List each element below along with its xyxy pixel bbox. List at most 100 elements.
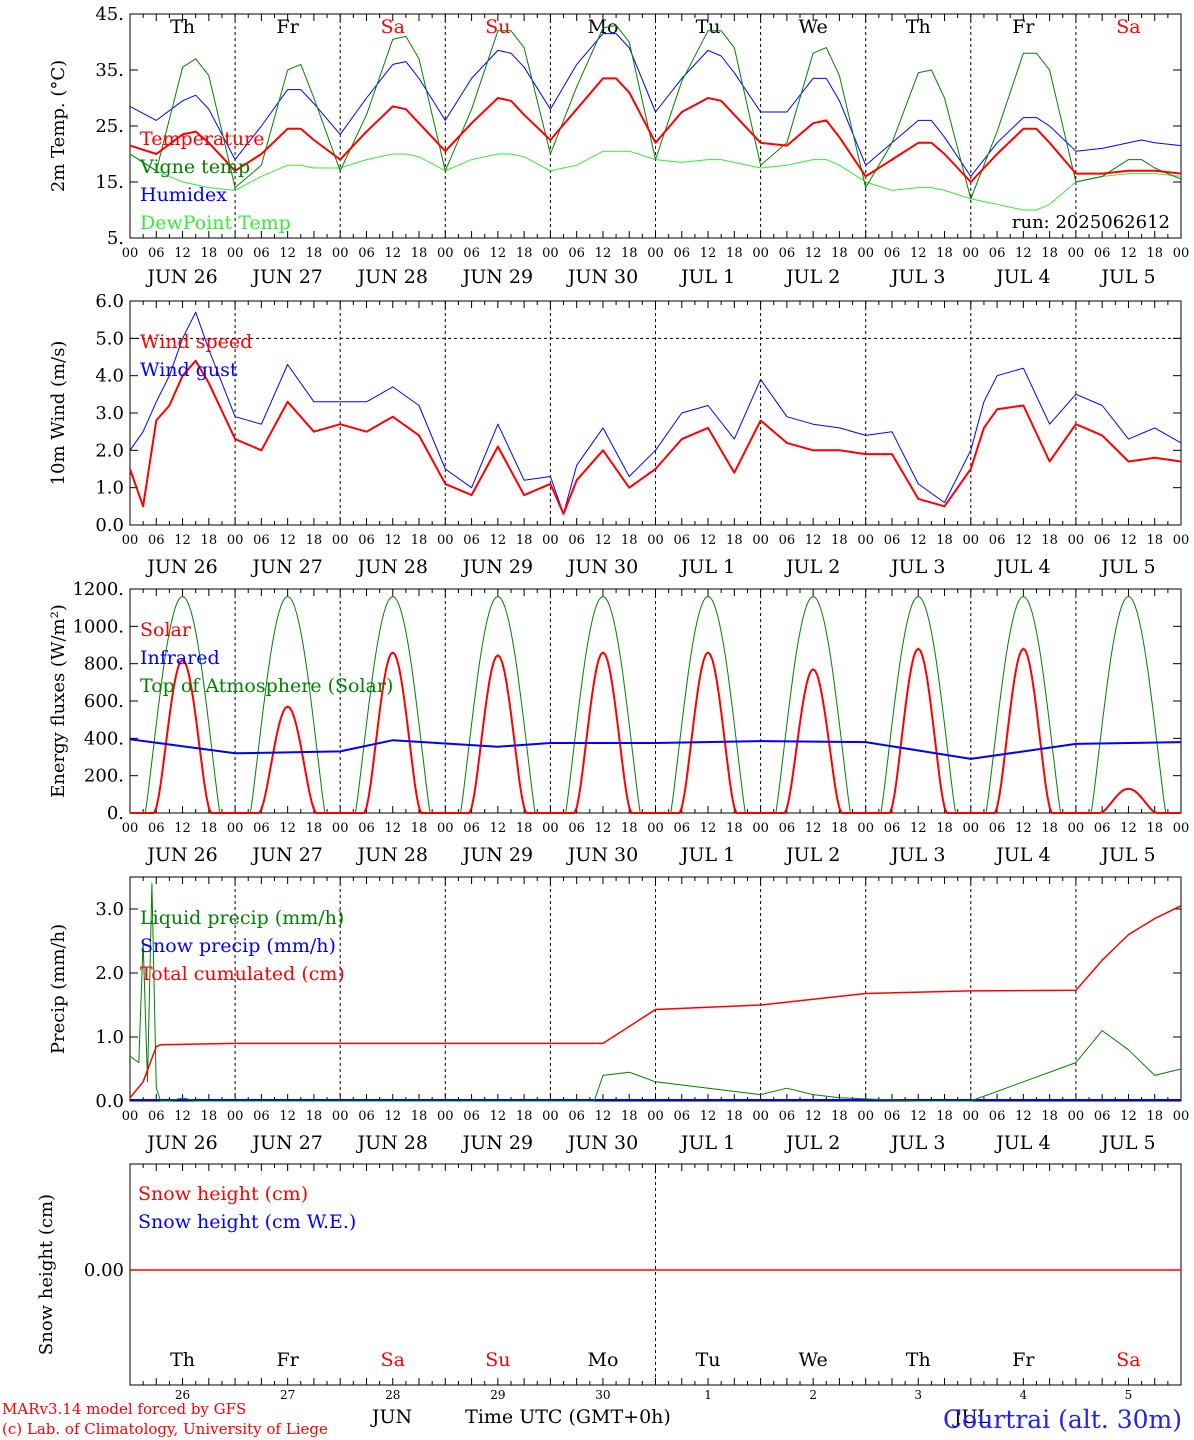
date-label: JUL 3 bbox=[889, 556, 945, 578]
y-tick-label: 25. bbox=[95, 116, 124, 137]
hour-tick-label: 18 bbox=[306, 246, 323, 261]
hour-tick-label: 18 bbox=[201, 821, 218, 836]
hour-tick-label: 18 bbox=[621, 1109, 638, 1124]
date-label: JUN 27 bbox=[250, 266, 322, 288]
y-tick-label: 5.0 bbox=[95, 328, 124, 349]
hour-tick-label: 18 bbox=[936, 821, 953, 836]
hour-tick-label: 18 bbox=[306, 1109, 323, 1124]
hour-tick-label: 12 bbox=[490, 533, 507, 548]
date-label: JUN 30 bbox=[566, 844, 638, 866]
hour-tick-label: 12 bbox=[595, 246, 612, 261]
hour-tick-label: 06 bbox=[358, 533, 375, 548]
hour-tick-label: 06 bbox=[674, 1109, 691, 1124]
series-line bbox=[129, 311, 1182, 515]
hour-tick-label: 06 bbox=[148, 246, 165, 261]
legend-entry: Temperature bbox=[140, 128, 264, 150]
hour-tick-label: 06 bbox=[463, 1109, 480, 1124]
hour-tick-label: 00 bbox=[542, 246, 559, 261]
hour-tick-label: 06 bbox=[148, 533, 165, 548]
hour-tick-label: 06 bbox=[358, 821, 375, 836]
chart-panels: 5.15.25.35.45.2m Temp. (°C)00 06 12 18 00 06 1… bbox=[36, 4, 1189, 1402]
hour-tick-label: 06 bbox=[1094, 533, 1111, 548]
hour-tick-label: 00 bbox=[332, 533, 349, 548]
hour-tick-label: 18 bbox=[1146, 533, 1163, 548]
hour-tick-label: 00 bbox=[647, 1109, 664, 1124]
date-label: JUL 5 bbox=[1099, 556, 1155, 578]
chart-footer: MARv3.14 model forced by GFS (c) Lab. of… bbox=[2, 1400, 1182, 1438]
hour-tick-label: 06 bbox=[674, 246, 691, 261]
day-number: 29 bbox=[490, 1388, 505, 1402]
y-tick-label: 3.0 bbox=[95, 899, 124, 920]
hour-tick-label: 12 bbox=[805, 821, 822, 836]
snow-panel: 0.00 Snow height (cm) Snow height (cm) Snow… bbox=[36, 1163, 1182, 1402]
hour-tick-label: 12 bbox=[384, 1109, 401, 1124]
hour-tick-label: 18 bbox=[201, 533, 218, 548]
hour-tick-label: 06 bbox=[568, 1109, 585, 1124]
hour-tick-label: 18 bbox=[516, 1109, 533, 1124]
hour-tick-label: 00 bbox=[332, 246, 349, 261]
station-label: Courtrai (alt. 30m) bbox=[943, 1405, 1182, 1434]
date-label: JUL 5 bbox=[1099, 1132, 1155, 1154]
date-label: JUL 3 bbox=[889, 1132, 945, 1154]
hour-tick-label: 18 bbox=[936, 1109, 953, 1124]
hour-tick-label: 18 bbox=[411, 246, 428, 261]
day-number: 1 bbox=[704, 1388, 712, 1402]
hour-tick-label: 18 bbox=[516, 533, 533, 548]
credit-line-1: MARv3.14 model forced by GFS bbox=[2, 1400, 246, 1418]
hour-tick-label: 00 bbox=[963, 533, 980, 548]
hour-tick-label: 06 bbox=[253, 246, 270, 261]
date-label: JUN 30 bbox=[566, 1132, 638, 1154]
y-tick-label: 4.0 bbox=[95, 366, 124, 387]
legend-entry: Liquid precip (mm/h) bbox=[140, 907, 344, 929]
y-tick-label: 45. bbox=[95, 4, 124, 25]
hour-tick-label: 18 bbox=[831, 821, 848, 836]
hour-tick-label: 00 bbox=[227, 821, 244, 836]
hour-tick-label: 00 bbox=[437, 246, 454, 261]
hour-tick-label: 00 bbox=[227, 533, 244, 548]
hour-tick-label: 18 bbox=[1041, 821, 1058, 836]
hour-tick-label: 18 bbox=[1041, 533, 1058, 548]
run-annotation: run: 2025062612 bbox=[1012, 212, 1170, 233]
y-tick-label: 800. bbox=[84, 654, 124, 675]
hour-tick-label: 00 bbox=[752, 533, 769, 548]
date-label: JUN 26 bbox=[145, 556, 217, 578]
legend-entry: Wind speed bbox=[140, 331, 252, 353]
hour-tick-label: 12 bbox=[1015, 1109, 1032, 1124]
y-tick-label: 0. bbox=[107, 803, 124, 824]
month-label-jul: JUL bbox=[952, 1406, 991, 1428]
legend-entry: Snow height (cm) bbox=[138, 1183, 308, 1205]
hour-tick-label: 06 bbox=[358, 246, 375, 261]
date-label: JUL 2 bbox=[784, 1132, 840, 1154]
hour-tick-label: 12 bbox=[1015, 821, 1032, 836]
series-line bbox=[129, 359, 1182, 515]
date-label: JUL 1 bbox=[679, 556, 735, 578]
y-tick-label: 2.0 bbox=[95, 440, 124, 461]
y-axis-label: Snow height (cm) bbox=[36, 1194, 57, 1355]
hour-tick-label: 12 bbox=[910, 533, 927, 548]
hour-tick-label: 12 bbox=[805, 246, 822, 261]
y-tick-label: 3.0 bbox=[95, 403, 124, 424]
date-label: JUN 29 bbox=[461, 266, 533, 288]
y-tick-label: 400. bbox=[84, 728, 124, 749]
hour-tick-label: 12 bbox=[595, 1109, 612, 1124]
date-label: JUL 5 bbox=[1099, 266, 1155, 288]
hour-tick-label: 00 bbox=[332, 821, 349, 836]
hour-tick-label: 18 bbox=[1146, 821, 1163, 836]
hour-tick-label: 12 bbox=[805, 533, 822, 548]
date-label: JUN 27 bbox=[250, 556, 322, 578]
hour-tick-label: 12 bbox=[910, 1109, 927, 1124]
hour-tick-label: 06 bbox=[568, 821, 585, 836]
hour-tick-label: 12 bbox=[490, 1109, 507, 1124]
day-name: Sa bbox=[381, 16, 405, 38]
series-line bbox=[129, 24, 1182, 200]
date-label: JUN 28 bbox=[356, 556, 428, 578]
hour-tick-label: 12 bbox=[910, 246, 927, 261]
hour-tick-label: 18 bbox=[1146, 246, 1163, 261]
panel-frame bbox=[129, 300, 1182, 526]
day-number: 26 bbox=[175, 1388, 190, 1402]
series-line bbox=[129, 33, 1182, 177]
hour-tick-label: 06 bbox=[463, 246, 480, 261]
hour-tick-label: 06 bbox=[148, 1109, 165, 1124]
hour-tick-label: 00 bbox=[752, 1109, 769, 1124]
date-label: JUL 4 bbox=[994, 266, 1050, 288]
